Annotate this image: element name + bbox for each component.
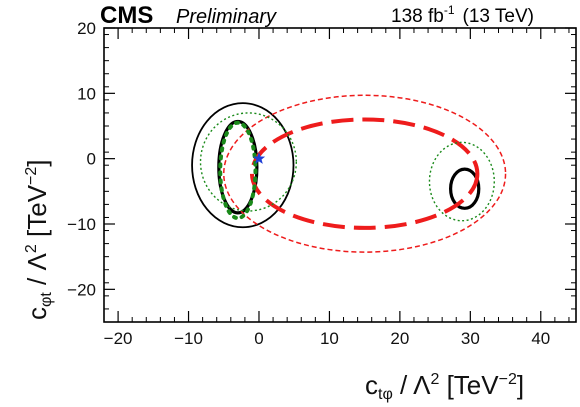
red-dashed-contour-0	[249, 117, 480, 230]
y-tick-label: −20	[67, 280, 96, 299]
x-tick-labels: −20 −10 0 10 20 30 40	[104, 329, 551, 348]
contour-layer	[191, 94, 507, 253]
green-dotted-contour-0	[218, 120, 258, 221]
luminosity-label: 138 fb-1 (13 TeV)	[391, 3, 534, 27]
plot-frame	[103, 27, 577, 323]
red-dashed-thin-contour-0	[223, 94, 507, 253]
experiment-label: CMS	[100, 2, 153, 29]
black-solid-contour-1	[449, 167, 481, 210]
x-tick-label: 0	[254, 329, 263, 348]
y-tick-labels: −20 −10 0 10 20	[67, 19, 96, 299]
x-axis-title: ctφ / Λ2 [TeV−2]	[365, 370, 524, 403]
status-label: Preliminary	[176, 6, 277, 28]
y-tick-label: 0	[87, 150, 96, 169]
y-tick-label: 10	[77, 84, 96, 103]
green-dotted-thin-contour-1	[428, 141, 495, 222]
y-axis-title: cφt / Λ2 [TeV−2]	[22, 159, 55, 320]
x-tick-label: −10	[174, 329, 203, 348]
green-dotted-thin-contour-0	[199, 112, 298, 212]
x-tick-label: 20	[390, 329, 409, 348]
x-tick-label: 40	[531, 329, 550, 348]
x-tick-label: 30	[461, 329, 480, 348]
best-fit-star	[252, 152, 266, 164]
x-tick-label: 10	[320, 329, 339, 348]
black-solid-thin-contour-0	[191, 102, 295, 229]
y-tick-label: −10	[67, 215, 96, 234]
plot-area	[103, 27, 577, 323]
x-tick-label: −20	[104, 329, 133, 348]
y-tick-label: 20	[77, 19, 96, 38]
